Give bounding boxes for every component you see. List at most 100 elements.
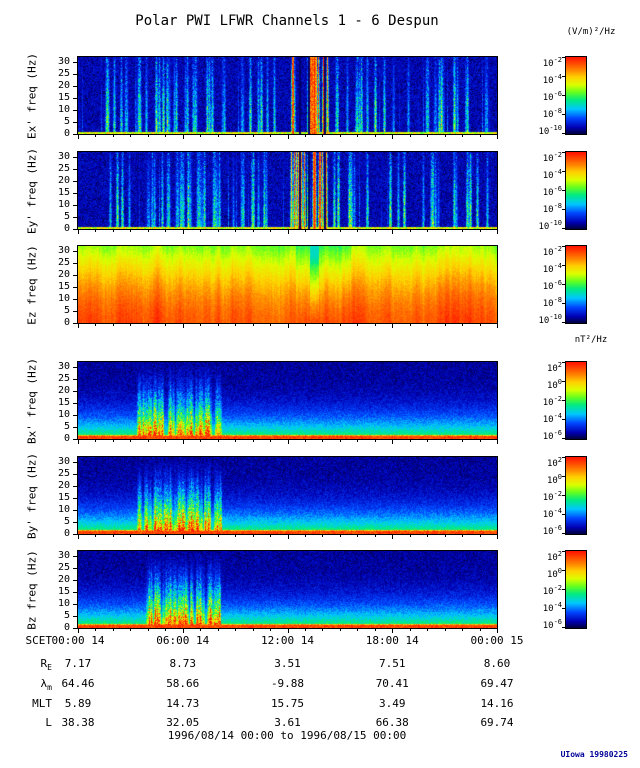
colorbar-tick-mark — [562, 589, 565, 590]
x-tick-minor — [339, 535, 341, 537]
colorbar-tick-mark — [562, 551, 565, 552]
y-tick-mark — [73, 461, 77, 463]
colorbar-tick-mark — [562, 95, 565, 96]
x-tick-minor — [165, 535, 167, 537]
colorbar-tick-label: 10-4 — [542, 601, 562, 614]
x-tick-minor — [462, 535, 464, 537]
y-tick-label: 5 — [63, 304, 70, 316]
colorbar-tick-mark — [562, 265, 565, 266]
x-tick-minor — [235, 629, 237, 631]
x-tick-minor — [479, 440, 481, 442]
x-tick-minor — [252, 535, 254, 537]
x-tick-minor — [130, 535, 132, 537]
ephemeris-row-label: MLT — [32, 697, 52, 710]
ephemeris-value: 70.41 — [375, 677, 409, 690]
x-tick-minor — [479, 535, 481, 537]
y-tick-label: 30 — [57, 360, 70, 372]
x-tick-major — [497, 535, 498, 539]
x-tick-minor — [200, 535, 202, 537]
panel-ylabel-by: By' freq (Hz) — [25, 452, 39, 539]
x-tick-major — [287, 324, 289, 328]
x-tick-label: 00:00 14 — [51, 634, 105, 647]
x-tick-minor — [112, 135, 114, 137]
x-tick-minor — [374, 135, 376, 137]
x-tick-minor — [217, 135, 219, 137]
colorbar-tick-mark — [562, 303, 565, 304]
x-tick-minor — [235, 230, 237, 232]
credit: UIowa 19980225 — [560, 750, 628, 759]
x-tick-major — [392, 440, 394, 444]
x-tick-minor — [322, 230, 324, 232]
ephemeris-value: 7.51 — [379, 657, 406, 670]
x-tick-minor — [444, 535, 446, 537]
x-tick-minor — [270, 324, 272, 326]
colorbar-tick-mark — [562, 381, 565, 382]
colorbar-tick-label: 10-4 — [542, 412, 562, 425]
y-tick-mark — [73, 591, 77, 593]
panel-ylabel-bz: Bz freq (Hz) — [25, 549, 39, 630]
ephemeris-value: 14.16 — [480, 697, 514, 710]
x-tick-minor — [444, 135, 446, 137]
x-tick-minor — [427, 440, 429, 442]
x-tick-minor — [462, 629, 464, 631]
x-tick-minor — [200, 629, 202, 631]
x-tick-label: 06:00 14 — [156, 634, 210, 647]
x-tick-major — [287, 629, 289, 633]
y-tick-mark — [73, 73, 77, 75]
y-tick-label: 10 — [57, 292, 70, 304]
x-tick-major — [287, 440, 289, 444]
x-tick-minor — [235, 324, 237, 326]
ephemeris-row-label: λm — [40, 677, 52, 693]
x-tick-minor — [217, 629, 219, 631]
x-tick-minor — [112, 324, 114, 326]
x-tick-minor — [427, 629, 429, 631]
y-tick-label: 20 — [57, 79, 70, 91]
ephemeris-value: 15.75 — [270, 697, 305, 710]
colorbar-tick-label: 10-6 — [542, 429, 562, 442]
y-tick-label: 15 — [57, 585, 70, 597]
panel-ylabel-ez: Ez freq (Hz) — [25, 244, 39, 325]
y-tick-mark — [73, 615, 77, 617]
y-tick-mark — [73, 229, 77, 230]
colorbar-tick-mark — [562, 419, 565, 420]
ephemeris-value: 58.66 — [166, 677, 200, 690]
y-tick-label: 30 — [57, 549, 70, 561]
x-tick-minor — [130, 440, 132, 442]
x-tick-minor — [200, 230, 202, 232]
x-tick-minor — [112, 629, 114, 631]
y-tick-label: 20 — [57, 174, 70, 186]
y-tick-label: 20 — [57, 268, 70, 280]
spectrogram-ex — [77, 56, 498, 135]
ephemeris-value: 3.51 — [274, 657, 301, 670]
colorbar-tick-mark — [562, 171, 565, 172]
panel-ylabel-ex: Ex' freq (Hz) — [25, 52, 39, 139]
x-tick-minor — [479, 230, 481, 232]
scet-label: SCET — [25, 634, 53, 647]
y-tick-mark — [73, 378, 77, 380]
x-tick-minor — [462, 440, 464, 442]
x-tick-minor — [95, 230, 97, 232]
colorbar-bx — [565, 361, 587, 440]
x-tick-minor — [374, 324, 376, 326]
x-tick-major — [392, 230, 394, 234]
y-tick-label: 15 — [57, 186, 70, 198]
x-tick-minor — [95, 440, 97, 442]
x-tick-minor — [147, 440, 149, 442]
y-tick-label: 5 — [63, 210, 70, 222]
y-tick-label: 10 — [57, 597, 70, 609]
y-tick-label: 0 — [63, 622, 70, 633]
y-tick-mark — [73, 579, 77, 581]
x-tick-minor — [357, 440, 359, 442]
x-tick-minor — [339, 440, 341, 442]
y-tick-label: 5 — [63, 420, 70, 432]
y-tick-mark — [73, 262, 77, 264]
x-tick-minor — [270, 535, 272, 537]
x-tick-minor — [252, 629, 254, 631]
ephemeris-value: 32.05 — [166, 716, 200, 729]
y-tick-label: 20 — [57, 384, 70, 396]
y-tick-label: 0 — [63, 528, 70, 539]
x-tick-minor — [147, 135, 149, 137]
x-tick-minor — [409, 135, 411, 137]
ephemeris-value: 5.89 — [64, 697, 92, 710]
y-tick-label: 0 — [63, 128, 70, 139]
